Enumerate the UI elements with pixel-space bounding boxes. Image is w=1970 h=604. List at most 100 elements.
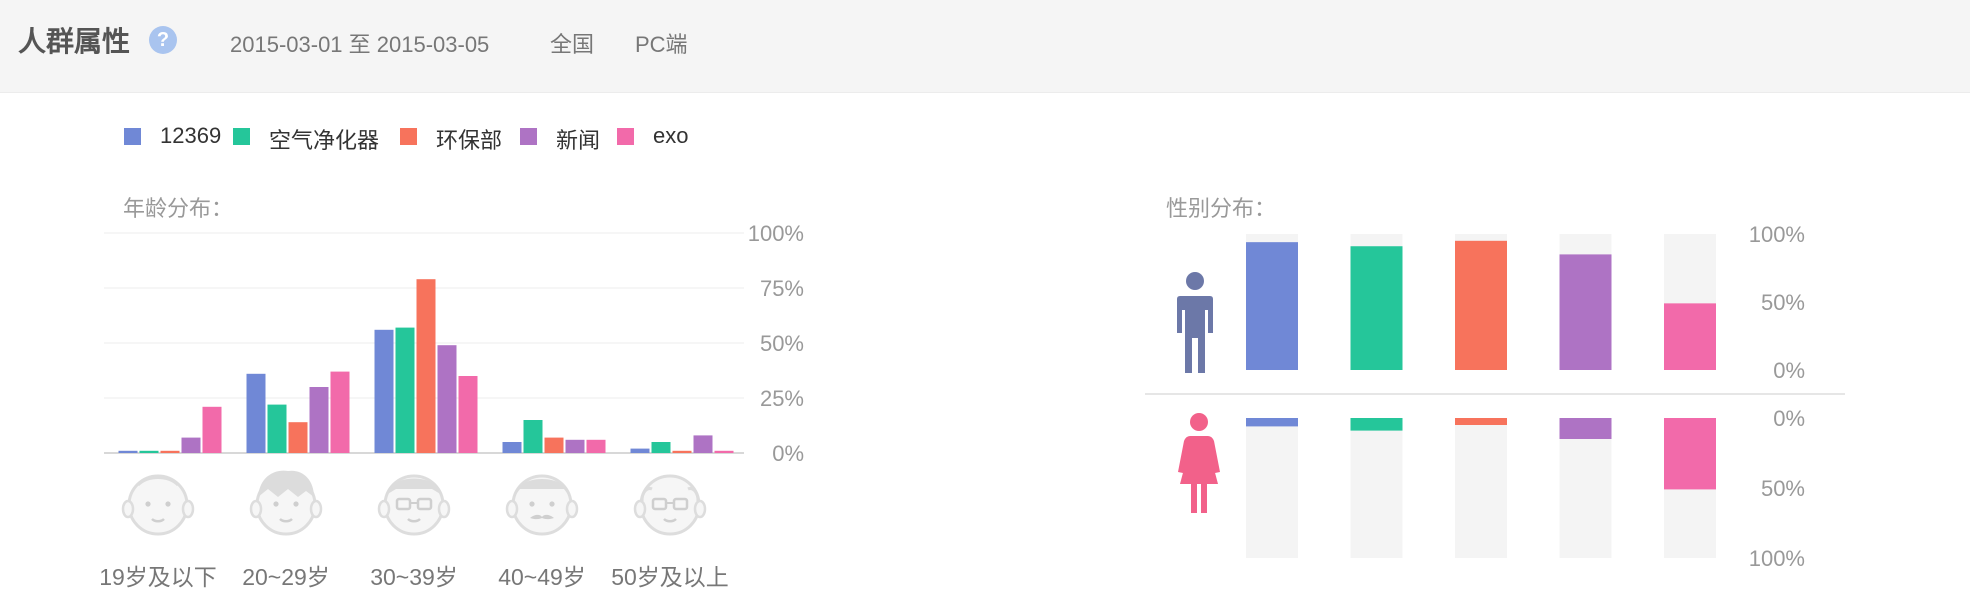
face-hair xyxy=(136,476,180,487)
age-bar xyxy=(672,450,692,453)
face-ear xyxy=(181,499,195,519)
face-eye xyxy=(549,501,555,507)
male-y-tick-label: 0% xyxy=(1773,358,1805,383)
age-y-tick-label: 50% xyxy=(760,331,804,356)
face-eye xyxy=(293,501,299,507)
age-y-tick-label: 75% xyxy=(760,276,804,301)
legend-swatch xyxy=(400,128,417,145)
age-y-tick-label: 25% xyxy=(760,386,804,411)
face-hair xyxy=(258,470,314,497)
age-bar xyxy=(288,422,308,453)
legend-label: 空气净化器 xyxy=(269,128,380,153)
age-bar xyxy=(586,439,606,453)
male-bar xyxy=(1246,242,1298,370)
face-eye xyxy=(529,501,535,507)
age-bar xyxy=(374,329,394,453)
male-y-tick-label: 50% xyxy=(1761,290,1805,315)
age-bar xyxy=(267,404,287,453)
age-bar xyxy=(565,439,585,453)
age-category-label: 50岁及以上 xyxy=(611,564,729,590)
male-bar xyxy=(1455,240,1507,370)
age-bar xyxy=(309,387,329,453)
legend-label: exo xyxy=(653,123,689,148)
date-range[interactable]: 2015-03-01 至 2015-03-05 xyxy=(230,32,490,57)
female-bar xyxy=(1455,418,1507,425)
face-ear xyxy=(377,499,391,519)
face-ear xyxy=(437,499,451,519)
face-eye xyxy=(273,501,279,507)
face-outline xyxy=(639,474,701,536)
age-bar xyxy=(416,279,436,453)
face-mouth xyxy=(407,518,421,523)
age-bar xyxy=(437,345,457,453)
legend-swatch xyxy=(233,128,250,145)
age-bar xyxy=(181,437,201,453)
female-bar-track xyxy=(1455,418,1507,558)
face-hair xyxy=(640,487,700,502)
age-section-title: 年龄分布： xyxy=(123,196,234,221)
age-y-tick-label: 100% xyxy=(748,221,804,246)
age-category-label: 30~39岁 xyxy=(370,564,458,590)
face-ear xyxy=(249,499,263,519)
face-ear xyxy=(505,499,519,519)
face-eye xyxy=(165,501,171,507)
age-bar xyxy=(246,373,266,453)
age-bar xyxy=(395,327,415,453)
male-icon xyxy=(1177,272,1213,373)
age-bar xyxy=(714,450,734,453)
legend-swatch xyxy=(124,128,141,145)
face-ear xyxy=(565,499,579,519)
age-bar xyxy=(693,435,713,453)
male-bar xyxy=(1559,254,1612,370)
age-bar xyxy=(330,371,350,453)
face-hair xyxy=(386,478,442,495)
male-icon-head xyxy=(1186,272,1204,290)
male-icon-body xyxy=(1177,296,1213,373)
age-bar xyxy=(139,450,159,453)
age-bar xyxy=(630,448,650,453)
female-bar xyxy=(1559,418,1612,439)
legend-label: 环保部 xyxy=(436,128,503,153)
legend-swatch xyxy=(520,128,537,145)
female-y-tick-label: 0% xyxy=(1773,406,1805,431)
legend-label: 新闻 xyxy=(556,128,601,153)
child-face-icon xyxy=(121,474,195,536)
device-filter[interactable]: PC端 xyxy=(635,32,688,57)
face-hair xyxy=(514,479,570,497)
face-ear xyxy=(309,499,323,519)
age-bar xyxy=(458,376,478,453)
age-category-label: 40~49岁 xyxy=(498,564,586,590)
age-bar xyxy=(544,437,564,453)
legend-label: 12369 xyxy=(160,123,222,148)
female-icon xyxy=(1178,413,1220,513)
glasses-face-icon xyxy=(377,474,451,536)
young-face-icon xyxy=(249,470,323,536)
age-bar xyxy=(651,442,671,453)
female-bar xyxy=(1246,418,1298,427)
face-mouth xyxy=(279,518,293,523)
face-ear xyxy=(693,499,707,519)
region-filter[interactable]: 全国 xyxy=(550,32,595,57)
age-category-label: 20~29岁 xyxy=(242,564,330,590)
female-icon-head xyxy=(1190,413,1208,431)
help-icon[interactable]: ? xyxy=(149,26,177,54)
face-ear xyxy=(633,499,647,519)
face-mustache xyxy=(530,514,554,520)
age-y-tick-label: 0% xyxy=(772,441,804,466)
female-y-tick-label: 100% xyxy=(1749,546,1805,571)
female-bar-track xyxy=(1350,418,1403,558)
face-mouth xyxy=(663,518,677,523)
female-bar-track xyxy=(1246,418,1298,558)
age-bar xyxy=(118,450,138,453)
age-bar xyxy=(160,450,180,453)
mustache-face-icon xyxy=(505,474,579,536)
gender-section-title: 性别分布： xyxy=(1166,196,1277,221)
face-ear xyxy=(121,499,135,519)
female-icon-body xyxy=(1178,436,1220,513)
male-bar xyxy=(1350,246,1403,370)
page-title: 人群属性 xyxy=(18,26,131,57)
age-bar xyxy=(523,420,543,453)
legend-swatch xyxy=(617,128,634,145)
age-bar xyxy=(502,442,522,453)
female-bar xyxy=(1350,418,1403,431)
